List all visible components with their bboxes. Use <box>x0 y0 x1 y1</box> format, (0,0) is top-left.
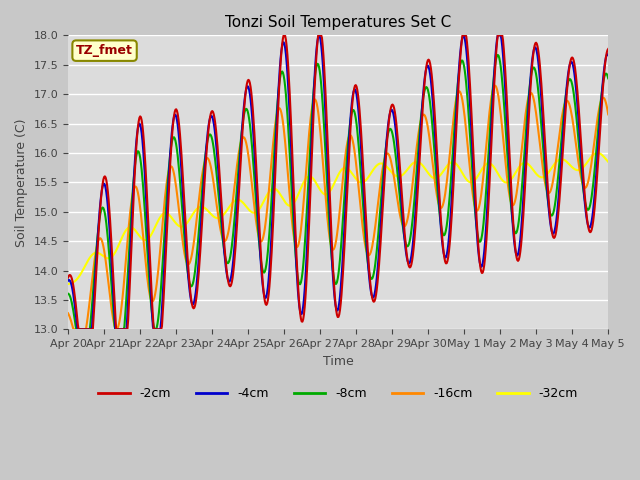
-32cm <box>404 167 412 172</box>
-16cm <box>404 212 412 218</box>
Line: -4cm: -4cm <box>68 36 608 329</box>
-4cm <box>185 282 193 288</box>
Line: -16cm: -16cm <box>68 85 608 329</box>
-4cm <box>604 52 612 58</box>
-8cm <box>64 291 72 297</box>
-32cm <box>74 276 82 281</box>
-4cm <box>214 157 221 163</box>
Line: -2cm: -2cm <box>68 36 608 329</box>
X-axis label: Time: Time <box>323 355 353 368</box>
-2cm <box>75 326 83 332</box>
-8cm <box>75 326 83 332</box>
-16cm <box>491 83 499 88</box>
-4cm <box>131 171 138 177</box>
-2cm <box>604 46 612 52</box>
-16cm <box>604 111 612 117</box>
Title: Tonzi Soil Temperatures Set C: Tonzi Soil Temperatures Set C <box>225 15 451 30</box>
-8cm <box>185 277 193 283</box>
-16cm <box>185 261 193 267</box>
-8cm <box>131 171 138 177</box>
-4cm <box>75 326 83 332</box>
-2cm <box>131 183 138 189</box>
-8cm <box>494 52 502 58</box>
-4cm <box>64 278 72 284</box>
-16cm <box>70 326 78 332</box>
-32cm <box>420 164 428 169</box>
-32cm <box>129 226 137 231</box>
-2cm <box>185 275 193 280</box>
-32cm <box>594 150 602 156</box>
-2cm <box>64 275 72 280</box>
Line: -8cm: -8cm <box>68 55 608 329</box>
-32cm <box>184 218 192 224</box>
-8cm <box>72 326 80 332</box>
-2cm <box>74 321 82 327</box>
-32cm <box>604 159 612 165</box>
Y-axis label: Soil Temperature (C): Soil Temperature (C) <box>15 118 28 247</box>
-2cm <box>214 144 221 149</box>
-16cm <box>214 208 221 214</box>
-16cm <box>75 326 83 332</box>
-4cm <box>404 260 412 266</box>
-8cm <box>604 75 612 81</box>
-16cm <box>64 311 72 316</box>
-2cm <box>280 33 287 38</box>
-8cm <box>214 181 221 187</box>
Legend: -2cm, -4cm, -8cm, -16cm, -32cm: -2cm, -4cm, -8cm, -16cm, -32cm <box>93 383 583 406</box>
-4cm <box>494 33 502 38</box>
-16cm <box>420 112 428 118</box>
-32cm <box>64 281 72 287</box>
Text: TZ_fmet: TZ_fmet <box>76 44 133 57</box>
-2cm <box>405 264 413 270</box>
-2cm <box>421 76 429 82</box>
Line: -32cm: -32cm <box>68 153 608 284</box>
-4cm <box>420 80 428 86</box>
-8cm <box>420 90 428 96</box>
-16cm <box>131 185 138 191</box>
-8cm <box>404 242 412 248</box>
-32cm <box>213 215 221 221</box>
-4cm <box>74 326 82 332</box>
